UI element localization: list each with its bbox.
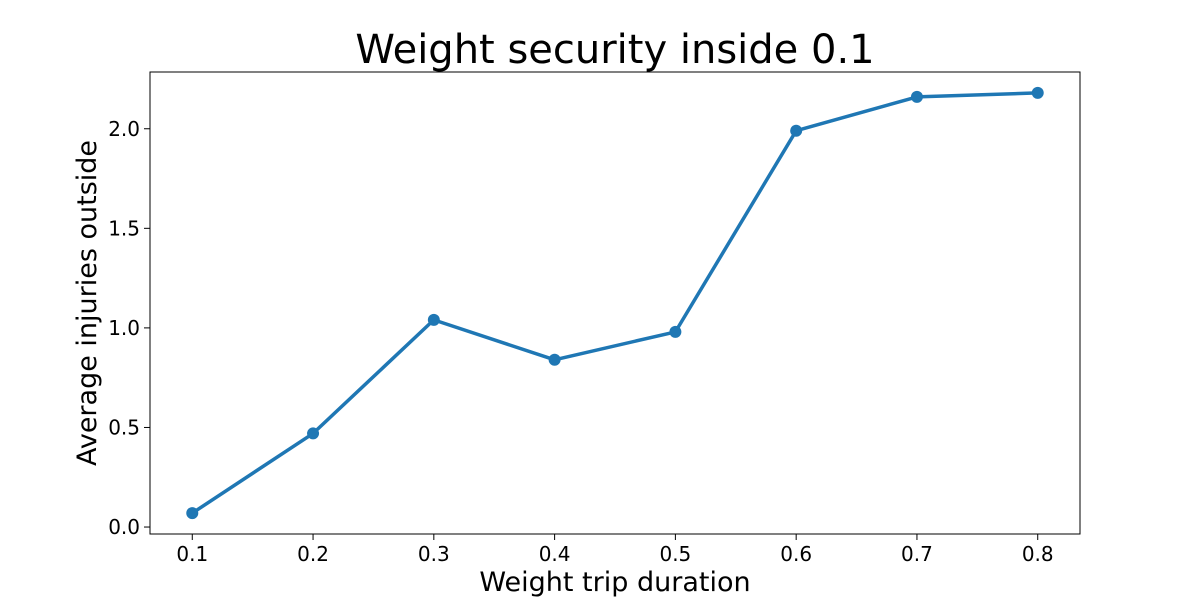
x-tick-label: 0.6 xyxy=(780,542,812,566)
series-group xyxy=(186,86,1044,520)
x-tick-label: 0.7 xyxy=(901,542,933,566)
x-axis: 0.1 0.2 0.3 0.4 0.5 0.6 0.7 0.8 xyxy=(176,534,1054,566)
x-axis-label: Weight trip duration xyxy=(479,567,750,598)
data-point xyxy=(910,90,923,103)
y-axis: 0.0 0.5 1.0 1.5 2.0 xyxy=(108,117,150,539)
y-tick-label: 1.5 xyxy=(108,216,140,240)
data-point xyxy=(1031,86,1044,99)
x-tick-label: 0.4 xyxy=(539,542,571,566)
data-point xyxy=(186,507,199,520)
chart-title: Weight security inside 0.1 xyxy=(355,27,874,73)
data-point xyxy=(307,427,320,440)
x-tick-label: 0.1 xyxy=(176,542,208,566)
data-point xyxy=(669,325,682,338)
y-tick-label: 2.0 xyxy=(108,117,140,141)
y-axis-label: Average injuries outside xyxy=(72,140,103,466)
y-tick-label: 1.0 xyxy=(108,316,140,340)
data-point xyxy=(790,124,803,137)
y-tick-label: 0.0 xyxy=(108,515,140,539)
x-tick-label: 0.5 xyxy=(659,542,691,566)
data-point xyxy=(427,313,440,326)
x-tick-label: 0.8 xyxy=(1022,542,1054,566)
x-tick-label: 0.3 xyxy=(418,542,450,566)
y-tick-label: 0.5 xyxy=(108,415,140,439)
plot-frame xyxy=(149,71,1081,535)
series-line xyxy=(190,91,1040,515)
x-tick-label: 0.2 xyxy=(297,542,329,566)
data-point xyxy=(548,353,561,366)
